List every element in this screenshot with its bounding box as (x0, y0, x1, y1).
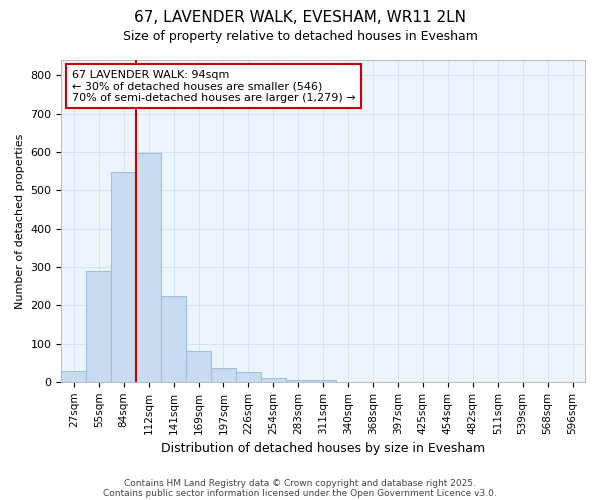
Bar (161, 296, 186, 382)
Bar (286, 380, 311, 382)
Bar (186, 351, 211, 382)
Text: Contains public sector information licensed under the Open Government Licence v3: Contains public sector information licen… (103, 488, 497, 498)
Y-axis label: Number of detached properties: Number of detached properties (15, 133, 25, 308)
Text: 67, LAVENDER WALK, EVESHAM, WR11 2LN: 67, LAVENDER WALK, EVESHAM, WR11 2LN (134, 10, 466, 25)
Bar (311, 380, 335, 382)
Bar (211, 368, 236, 382)
Bar (111, 172, 136, 382)
Bar (261, 378, 286, 382)
Bar (61, 371, 86, 382)
Text: Size of property relative to detached houses in Evesham: Size of property relative to detached ho… (122, 30, 478, 43)
Bar (236, 372, 261, 382)
Text: Contains HM Land Registry data © Crown copyright and database right 2025.: Contains HM Land Registry data © Crown c… (124, 478, 476, 488)
Text: 67 LAVENDER WALK: 94sqm
← 30% of detached houses are smaller (546)
70% of semi-d: 67 LAVENDER WALK: 94sqm ← 30% of detache… (72, 70, 355, 103)
Bar (86, 270, 111, 382)
Bar (136, 153, 161, 382)
X-axis label: Distribution of detached houses by size in Evesham: Distribution of detached houses by size … (161, 442, 485, 455)
